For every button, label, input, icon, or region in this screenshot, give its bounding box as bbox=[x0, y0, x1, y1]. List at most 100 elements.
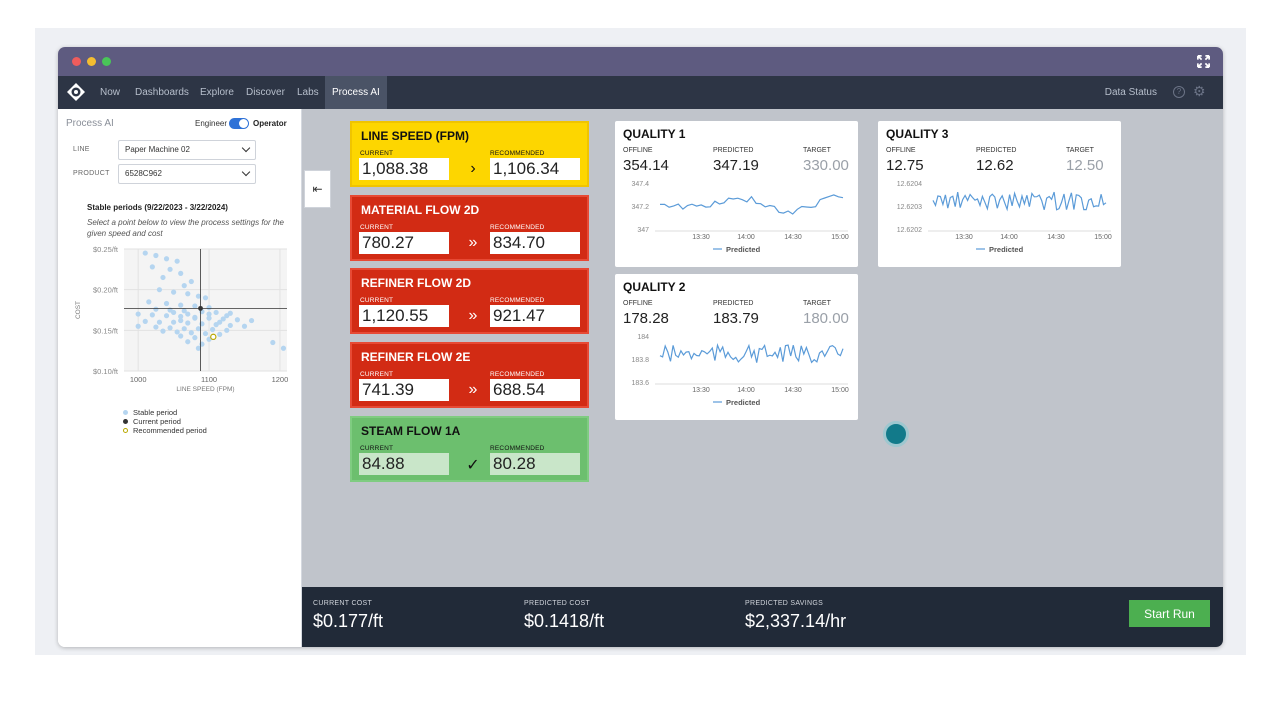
stable-period-point[interactable] bbox=[188, 278, 194, 285]
nav-explore[interactable]: Explore bbox=[200, 87, 234, 98]
stable-period-point[interactable] bbox=[206, 311, 212, 317]
card-steam-flow-1a[interactable]: STEAM FLOW 1A CURRENT RECOMMENDED 84.88 … bbox=[350, 416, 589, 482]
stable-period-point[interactable] bbox=[156, 319, 163, 325]
stable-period-point[interactable] bbox=[174, 258, 180, 264]
stable-period-point[interactable] bbox=[220, 316, 226, 322]
stable-period-point[interactable] bbox=[181, 308, 187, 314]
start-run-button[interactable]: Start Run bbox=[1129, 600, 1210, 627]
stable-period-point[interactable] bbox=[217, 331, 223, 337]
status-indicator[interactable] bbox=[883, 421, 909, 447]
stable-period-point[interactable] bbox=[202, 295, 209, 301]
stable-period-point[interactable] bbox=[217, 319, 223, 325]
current-period-point[interactable] bbox=[198, 305, 203, 311]
predicted-trend-chart[interactable]: 12.6204 12.6203 12.6202 13:30 14:00 14:30 15:0… bbox=[878, 173, 1121, 258]
stable-period-point[interactable] bbox=[192, 303, 198, 309]
nav-process-ai[interactable]: Process AI bbox=[325, 76, 387, 109]
product-select[interactable]: 6528C962 bbox=[118, 164, 256, 184]
stable-period-point[interactable] bbox=[167, 266, 173, 272]
stable-period-point[interactable] bbox=[280, 345, 287, 351]
stable-period-point[interactable] bbox=[135, 311, 141, 317]
stable-period-point[interactable] bbox=[195, 326, 202, 332]
stable-period-point[interactable] bbox=[195, 293, 202, 299]
stable-period-point[interactable] bbox=[185, 339, 191, 345]
maximize-window-button[interactable] bbox=[102, 57, 111, 66]
stable-period-point[interactable] bbox=[149, 312, 155, 318]
minimize-window-button[interactable] bbox=[87, 57, 96, 66]
stable-period-point[interactable] bbox=[181, 283, 187, 289]
y-tick-label: 347 bbox=[637, 227, 649, 234]
stable-period-point[interactable] bbox=[188, 330, 194, 336]
close-window-button[interactable] bbox=[72, 57, 81, 66]
stable-period-point[interactable] bbox=[192, 315, 198, 321]
predicted-trend-chart[interactable]: 184 183.8 183.6 13:30 14:00 14:30 15:00 Predict… bbox=[615, 326, 858, 411]
stable-period-point[interactable] bbox=[178, 333, 184, 339]
stable-period-point[interactable] bbox=[224, 313, 230, 319]
card-refiner-flow-2d[interactable]: REFINER FLOW 2D CURRENT RECOMMENDED 1,12… bbox=[350, 268, 589, 334]
stable-period-point[interactable] bbox=[153, 252, 159, 259]
stable-period-point[interactable] bbox=[199, 321, 205, 327]
stable-period-point[interactable] bbox=[178, 313, 184, 320]
stable-period-point[interactable] bbox=[160, 274, 166, 281]
stable-period-point[interactable] bbox=[142, 250, 148, 256]
expand-icon[interactable] bbox=[1196, 54, 1211, 69]
mode-engineer-label[interactable]: Engineer bbox=[195, 119, 228, 128]
stable-period-point[interactable] bbox=[160, 328, 166, 334]
stable-period-point[interactable] bbox=[199, 341, 205, 347]
stable-period-point[interactable] bbox=[178, 317, 184, 324]
stable-period-point[interactable] bbox=[135, 323, 141, 329]
stable-periods-scatter[interactable]: $0.25/ft $0.20/ft $0.15/ft $0.10/ft 1000 1100… bbox=[72, 244, 297, 399]
nav-labs[interactable]: Labs bbox=[297, 87, 319, 98]
stable-period-point[interactable] bbox=[185, 311, 191, 317]
stable-period-point[interactable] bbox=[156, 287, 163, 293]
stable-period-point[interactable] bbox=[181, 326, 187, 332]
stable-period-point[interactable] bbox=[195, 345, 202, 351]
stable-period-point[interactable] bbox=[153, 306, 159, 312]
stable-period-point[interactable] bbox=[185, 291, 191, 297]
stable-period-point[interactable] bbox=[163, 256, 170, 262]
stable-period-point[interactable] bbox=[224, 327, 230, 333]
mode-toggle[interactable] bbox=[229, 118, 249, 129]
stable-period-point[interactable] bbox=[248, 317, 255, 324]
predicted-trend-chart[interactable]: 347.4 347.2 347 13:30 14:00 14:30 15:00 Predict… bbox=[615, 173, 858, 258]
stable-period-point[interactable] bbox=[209, 326, 216, 333]
stable-period-point[interactable] bbox=[206, 304, 212, 311]
stable-period-point[interactable] bbox=[202, 330, 209, 337]
stable-period-point[interactable] bbox=[234, 317, 240, 323]
stable-period-point[interactable] bbox=[206, 315, 212, 321]
stable-period-point[interactable] bbox=[227, 322, 233, 329]
mode-operator-label[interactable]: Operator bbox=[253, 119, 287, 128]
card-line-speed-fpm[interactable]: LINE SPEED (FPM) CURRENT RECOMMENDED 1,0… bbox=[350, 121, 589, 187]
stable-period-point[interactable] bbox=[178, 302, 184, 308]
card-refiner-flow-2e[interactable]: REFINER FLOW 2E CURRENT RECOMMENDED 741.… bbox=[350, 342, 589, 408]
stable-period-point[interactable] bbox=[171, 289, 177, 295]
nav-dashboards[interactable]: Dashboards bbox=[135, 87, 189, 98]
stable-period-point[interactable] bbox=[142, 318, 148, 324]
stable-period-point[interactable] bbox=[213, 309, 219, 316]
predicted-series-line bbox=[932, 191, 1107, 212]
stable-period-point[interactable] bbox=[178, 270, 184, 276]
line-select[interactable]: Paper Machine 02 bbox=[118, 140, 256, 160]
stable-period-point[interactable] bbox=[163, 313, 170, 319]
data-status-link[interactable]: Data Status bbox=[1104, 87, 1157, 98]
gear-icon[interactable]: ⚙ bbox=[1193, 83, 1206, 99]
stable-period-point[interactable] bbox=[149, 264, 155, 270]
stable-period-point[interactable] bbox=[171, 309, 177, 316]
stable-period-point[interactable] bbox=[171, 319, 177, 325]
stable-period-point[interactable] bbox=[174, 329, 180, 335]
stable-period-point[interactable] bbox=[241, 323, 248, 329]
help-icon[interactable]: ? bbox=[1173, 86, 1185, 98]
stable-period-point[interactable] bbox=[163, 300, 170, 307]
logo-icon[interactable] bbox=[66, 82, 86, 102]
stable-period-point[interactable] bbox=[167, 325, 173, 331]
stable-period-point[interactable] bbox=[270, 339, 276, 346]
nav-now[interactable]: Now bbox=[100, 87, 121, 98]
recommended-period-point[interactable] bbox=[210, 333, 217, 341]
card-material-flow-2d[interactable]: MATERIAL FLOW 2D CURRENT RECOMMENDED 780… bbox=[350, 195, 589, 261]
stable-period-point[interactable] bbox=[185, 320, 191, 326]
stable-period-point[interactable] bbox=[153, 324, 159, 330]
stable-period-point[interactable] bbox=[192, 335, 198, 341]
nav-discover[interactable]: Discover bbox=[246, 87, 285, 98]
stable-period-point[interactable] bbox=[146, 299, 152, 305]
legend-recommended-label: Recommended period bbox=[133, 426, 207, 435]
collapse-sidebar-button[interactable]: ⇤ bbox=[304, 170, 331, 208]
